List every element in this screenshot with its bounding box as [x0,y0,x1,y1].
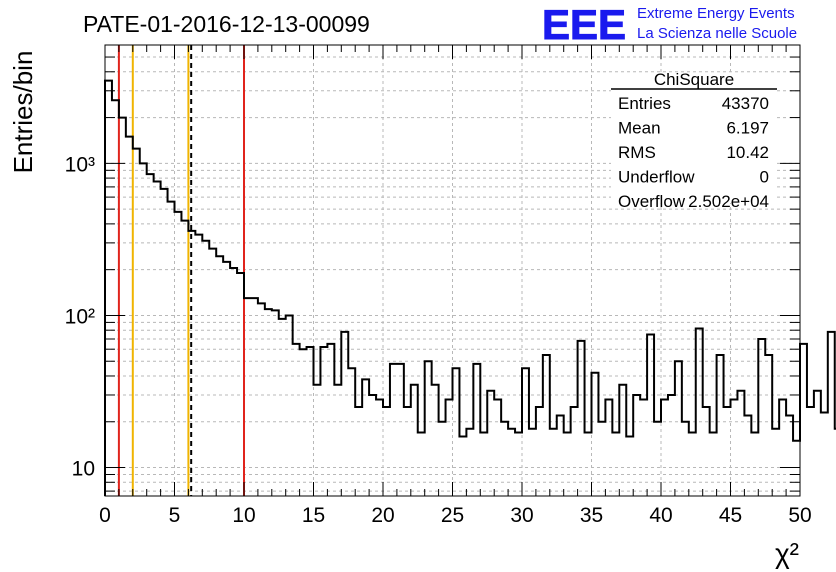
stats-title: ChiSquare [654,70,734,89]
logo-line2: La Scienza nelle Scuole [637,25,797,42]
logo-mark: EEE [542,1,626,48]
stats-label: Entries [618,94,671,113]
stats-value: 2.502e+04 [688,192,769,211]
stats-value: 0 [760,168,769,187]
x-tick-label: 30 [510,504,533,527]
grid-lines [105,44,800,496]
x-tick-label: 40 [649,504,672,527]
x-tick-label: 15 [302,504,325,527]
x-tick-label: 45 [719,504,742,527]
x-tick-label: 5 [169,504,181,527]
axes: 0 5 10 15 20 25 30 35 40 45 50 10 10² 10³ [65,44,812,527]
histogram-outline [104,79,836,496]
stats-box-background [611,73,777,203]
stats-value: 6.197 [726,119,769,138]
y-axis-label: Entries/bin [8,51,38,174]
stats-label: Mean [618,119,661,138]
stats-value: 10.42 [726,143,769,162]
plot-frame [104,44,801,497]
y-tick-label: 10 [72,458,95,481]
stats-label: Underflow [618,168,695,187]
stats-label: Overflow [618,192,686,211]
eee-logo: EEE Extreme Energy Events La Scienza nel… [542,1,798,49]
x-tick-label: 50 [788,504,811,527]
x-tick-label: 10 [232,504,255,527]
marker-lines [117,45,245,496]
y-tick-label: 10² [65,305,95,328]
stats-label: RMS [618,143,656,162]
stats-box: ChiSquare Entries 43370 Mean 6.197 RMS 10.42 U… [611,70,777,211]
x-tick-label: 35 [580,504,603,527]
x-axis-label: χ² [775,538,799,569]
chart-title: PATE-01-2016-12-13-00099 [83,11,370,37]
x-tick-label: 0 [99,504,111,527]
stats-value: 43370 [722,94,769,113]
y-tick-label: 10³ [65,153,95,176]
logo-line1: Extreme Energy Events [637,5,795,22]
x-tick-label: 25 [441,504,464,527]
x-tick-label: 20 [371,504,394,527]
